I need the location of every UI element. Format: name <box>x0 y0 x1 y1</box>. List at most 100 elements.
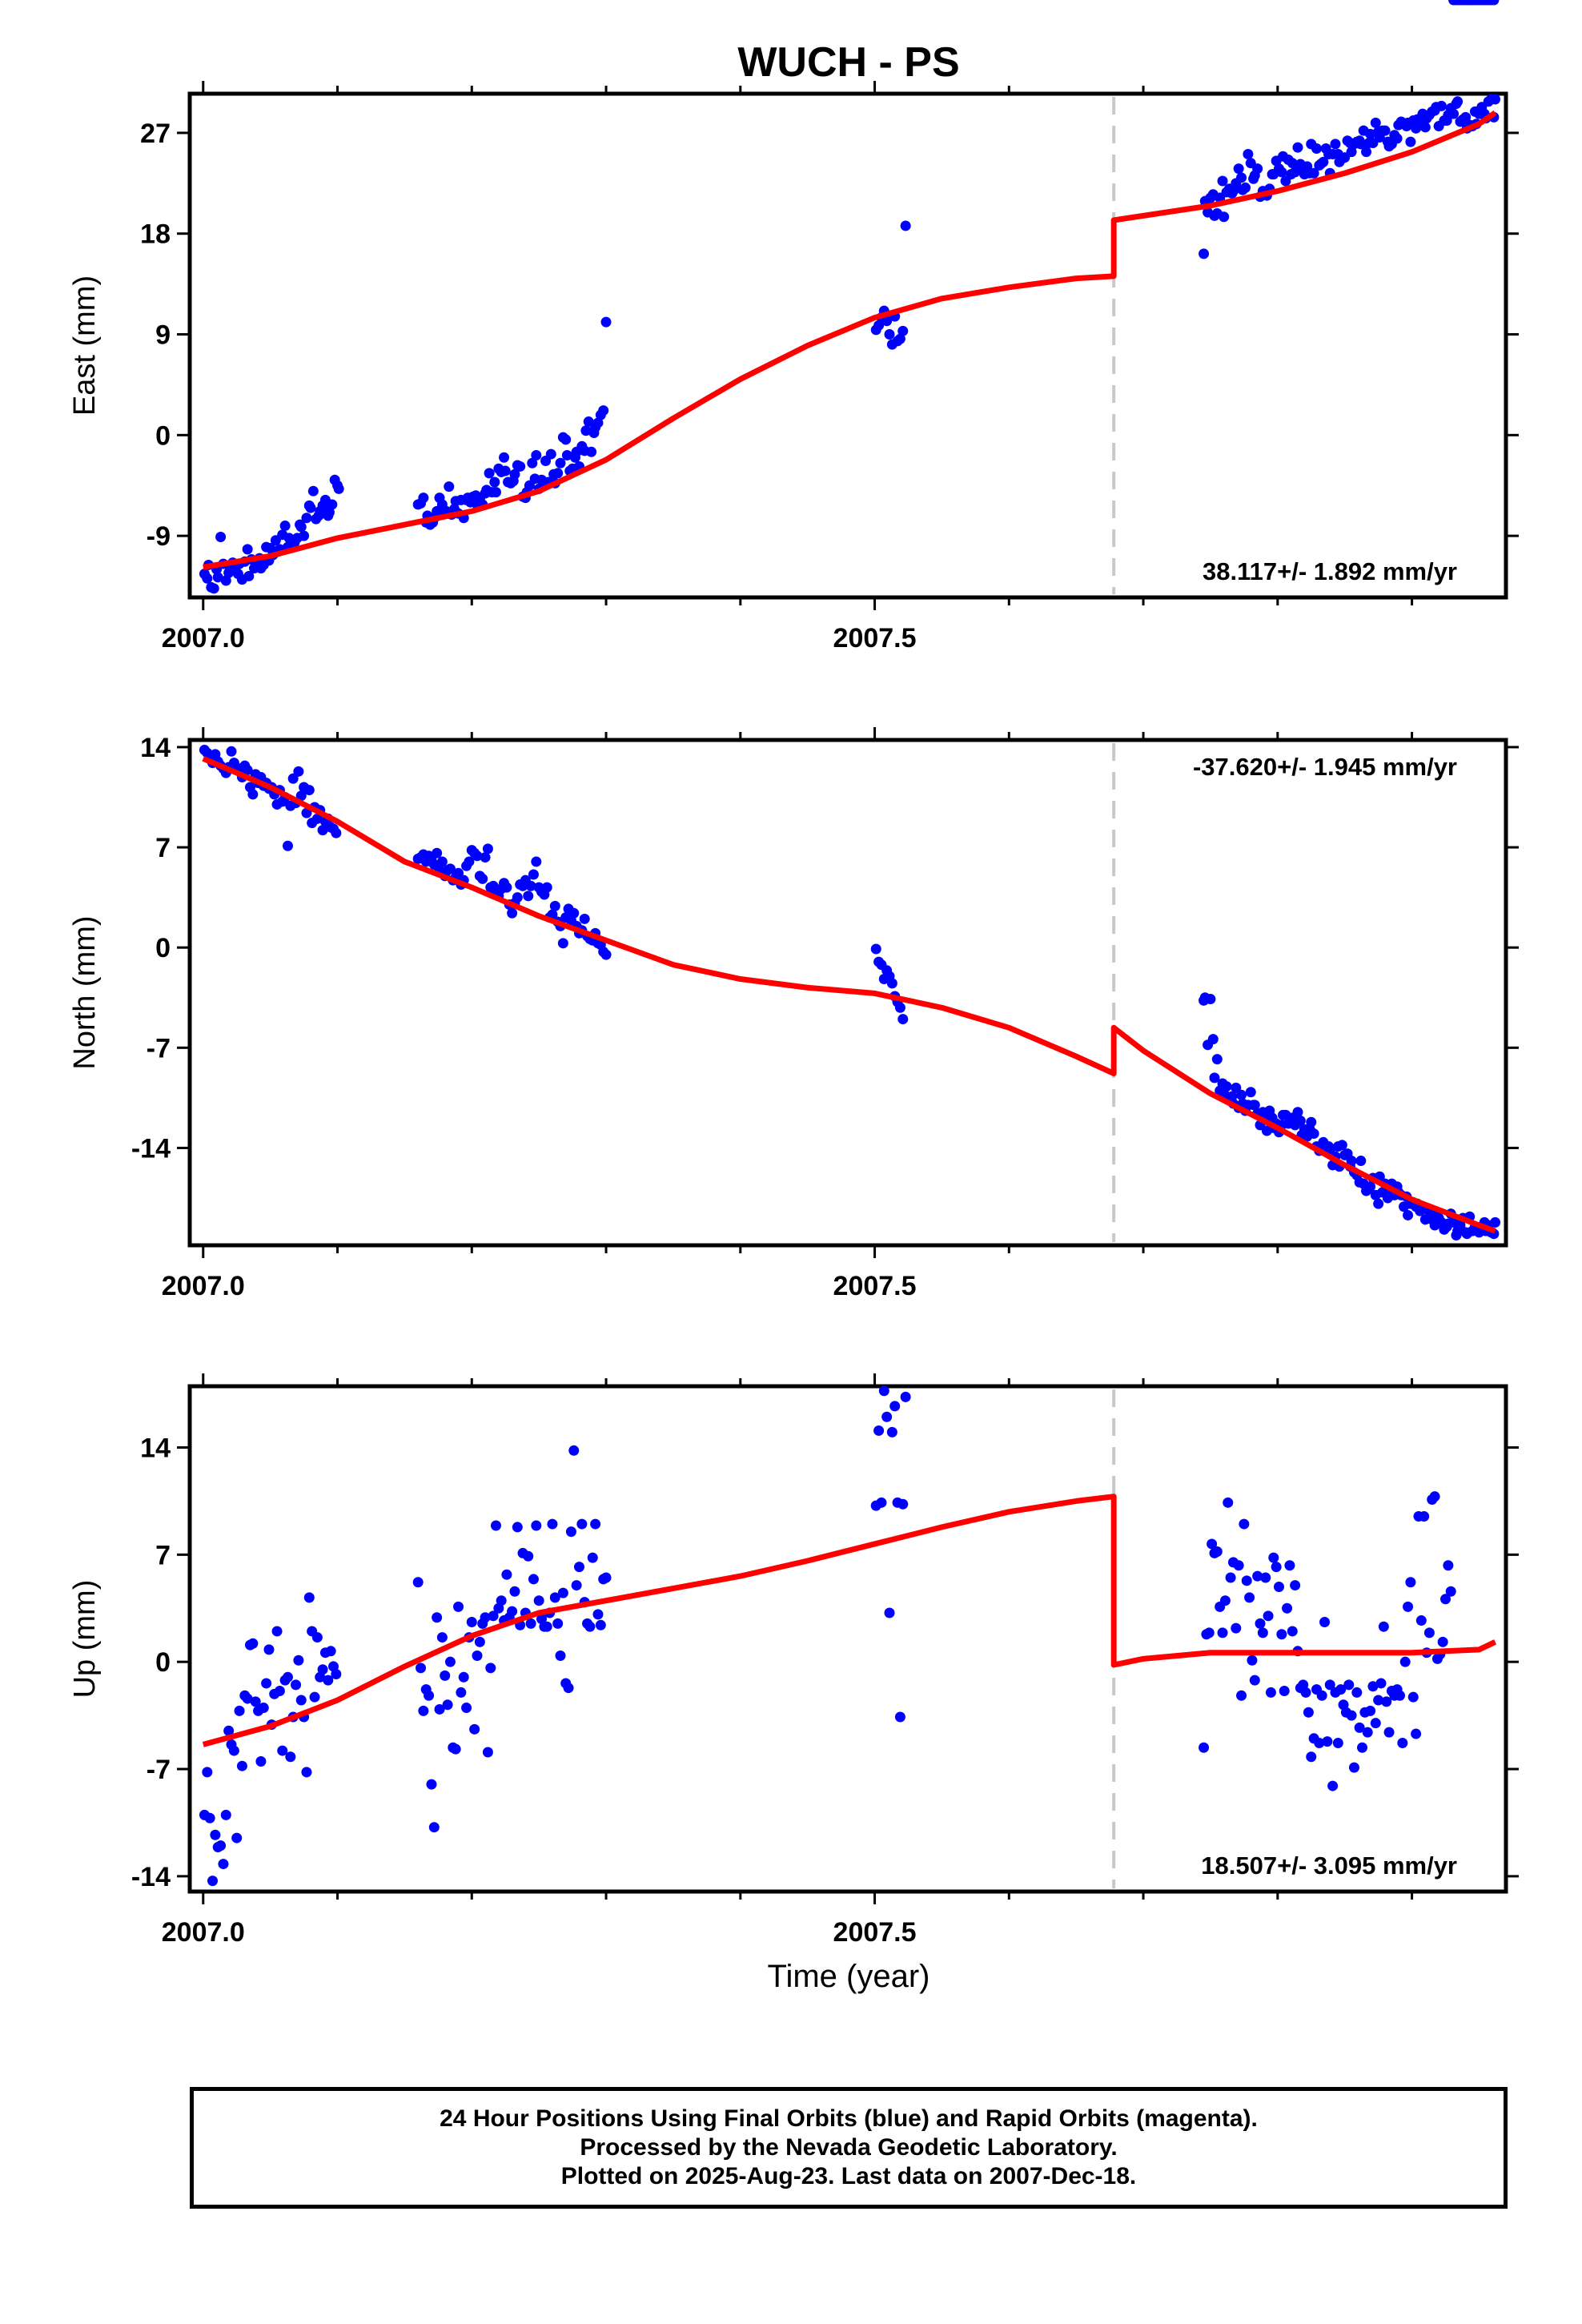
data-point <box>1335 1684 1347 1695</box>
data-point <box>274 1686 285 1697</box>
data-point <box>432 847 443 858</box>
data-point <box>474 1636 485 1647</box>
x-tick-label: 2007.5 <box>833 1271 917 1301</box>
data-point <box>1419 1511 1430 1522</box>
data-point <box>1365 128 1376 139</box>
data-point <box>884 1607 895 1618</box>
data-point <box>1394 1690 1405 1701</box>
data-point <box>1373 1198 1384 1209</box>
data-point <box>571 1580 582 1591</box>
data-point <box>1276 167 1287 178</box>
data-point <box>584 1621 596 1632</box>
data-point <box>490 487 501 498</box>
data-point <box>1249 1100 1260 1111</box>
data-point <box>285 1751 296 1763</box>
data-point <box>210 1829 221 1840</box>
data-point <box>1219 1595 1231 1606</box>
footer-line-2: Processed by the Nevada Geodetic Laborat… <box>580 2134 1118 2161</box>
data-point <box>1399 1656 1411 1667</box>
data-point <box>894 1711 905 1723</box>
data-point <box>1263 1610 1274 1622</box>
data-point <box>220 575 231 586</box>
plot-frame <box>187 1384 1508 1894</box>
data-point <box>1365 1705 1376 1716</box>
footer-box: 24 Hour Positions Using Final Orbits (bl… <box>190 2087 1508 2209</box>
data-point <box>595 1619 606 1630</box>
data-point <box>886 978 897 989</box>
data-point <box>263 1644 275 1655</box>
data-point <box>900 220 911 231</box>
data-point <box>255 1755 267 1767</box>
data-point <box>1381 1696 1392 1707</box>
y-axis-label: North (mm) <box>68 915 102 1069</box>
data-point <box>600 1572 612 1583</box>
data-point <box>236 1760 247 1771</box>
data-point <box>418 1705 429 1716</box>
data-point <box>1370 1718 1381 1729</box>
data-point <box>1300 1687 1311 1698</box>
data-point <box>482 1747 493 1758</box>
data-point <box>1346 147 1357 158</box>
data-point <box>549 900 560 911</box>
data-point <box>507 907 518 919</box>
data-point <box>333 483 344 494</box>
data-point <box>1221 1081 1232 1092</box>
data-point <box>489 476 500 488</box>
data-point <box>464 856 475 867</box>
east-panel: -9 0 9 18 27 2007.0 2007.5 East (mm) 38.117+/- 1… <box>68 81 1519 653</box>
data-point <box>440 1670 451 1681</box>
data-point <box>1362 1727 1373 1738</box>
data-point <box>1490 1216 1501 1228</box>
model-fit-line <box>202 1494 1497 1747</box>
data-point <box>580 425 592 436</box>
data-point <box>1252 163 1263 175</box>
data-point <box>1318 156 1329 167</box>
data-point <box>568 1445 580 1456</box>
data-point <box>1217 175 1228 187</box>
data-point <box>426 1779 437 1790</box>
data-point <box>1231 1622 1242 1634</box>
data-point <box>1437 1636 1448 1647</box>
data-point <box>1443 1560 1454 1571</box>
data-point <box>1423 1627 1435 1638</box>
data-point <box>1287 1626 1298 1637</box>
velocity-annotation: -37.620+/- 1.945 mm/yr <box>1193 753 1457 781</box>
data-point <box>523 1550 534 1562</box>
data-point <box>418 493 429 504</box>
data-point <box>1268 1552 1279 1563</box>
data-point <box>228 1745 239 1756</box>
x-tick-label: 2007.0 <box>162 1917 245 1948</box>
data-point <box>307 485 319 497</box>
data-point <box>1355 139 1367 150</box>
data-point <box>1361 147 1372 158</box>
data-point <box>277 1745 288 1756</box>
data-point <box>1241 1575 1252 1586</box>
y-axis-label: Up (mm) <box>68 1580 102 1699</box>
data-point <box>301 513 312 524</box>
data-point <box>226 746 237 757</box>
data-point <box>1276 1629 1287 1640</box>
x-tick-label: 2007.5 <box>833 1917 917 1948</box>
data-point <box>573 1562 584 1573</box>
data-point <box>1303 1707 1314 1718</box>
data-point <box>1355 1156 1367 1167</box>
data-point <box>552 468 564 479</box>
data-point <box>1199 248 1210 259</box>
data-point <box>1332 1738 1343 1749</box>
data-point <box>1407 1691 1419 1703</box>
data-point <box>1357 1742 1368 1753</box>
data-point <box>894 1002 905 1013</box>
data-point <box>453 1601 464 1612</box>
y-tick-label: -14 <box>131 1862 171 1892</box>
data-point <box>528 869 539 880</box>
x-tick-label: 2007.0 <box>162 623 245 653</box>
data-point <box>1348 1762 1359 1773</box>
data-point <box>436 856 448 867</box>
y-tick-label: 14 <box>140 1433 171 1463</box>
data-point <box>1383 1727 1395 1738</box>
data-point <box>512 1522 523 1533</box>
y-tick-label: 27 <box>140 119 171 149</box>
data-point <box>1292 1107 1303 1118</box>
data-point <box>293 766 304 777</box>
